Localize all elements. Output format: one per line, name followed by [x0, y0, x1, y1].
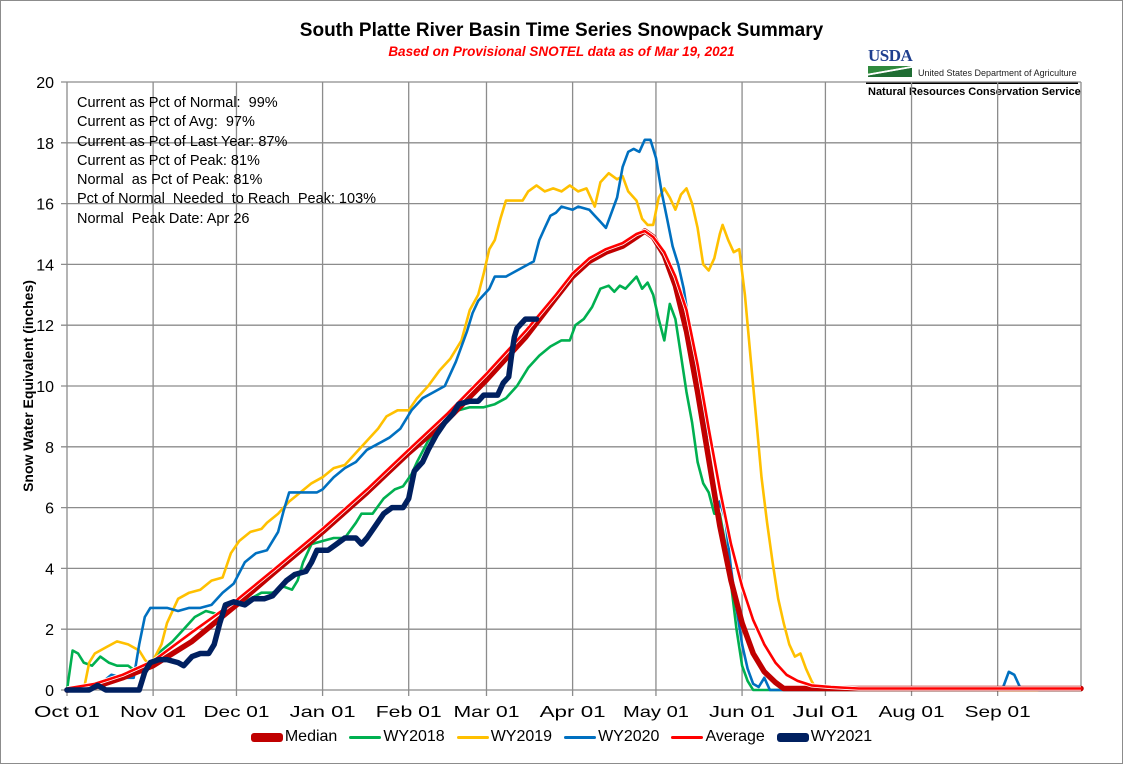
legend-swatch: [564, 735, 597, 739]
x-tick-label: Sep 01: [965, 704, 1031, 721]
grid-lines: [61, 81, 1082, 696]
series-line-wy2019: [65, 171, 1083, 692]
legend-item: WY2021: [776, 728, 873, 746]
usda-wordmark: USDA: [868, 46, 913, 65]
nrcs-name: Natural Resources Conservation Service: [868, 86, 1081, 98]
y-tick-label: 8: [45, 440, 54, 457]
series-line-wy2021: [64, 316, 540, 693]
x-tick-label: Dec 01: [203, 704, 269, 721]
y-tick-label: 6: [45, 501, 54, 518]
legend-swatch: [776, 732, 809, 742]
y-axis-ticks: 0 2 4 6 8 10 12 14 16 18 20: [36, 75, 54, 700]
y-tick-label: 4: [45, 561, 54, 578]
x-tick-label: May 01: [623, 704, 689, 721]
logo-divider: [866, 82, 1078, 84]
y-tick-label: 2: [45, 622, 54, 639]
legend-swatch: [250, 732, 283, 742]
y-tick-label: 18: [36, 136, 54, 153]
x-tick-label: Jan 01: [290, 704, 356, 721]
x-tick-label: Jun 01: [709, 704, 775, 721]
legend-label: WY2021: [810, 728, 873, 745]
chart-subtitle: Based on Provisional SNOTEL data as of M…: [388, 44, 735, 59]
y-tick-label: 10: [36, 379, 54, 396]
legend-item: Median: [250, 728, 338, 746]
usda-landscape-icon: [868, 66, 912, 77]
legend-item: WY2018: [349, 728, 445, 746]
series-line-median: [64, 228, 1084, 693]
x-tick-label: Aug 01: [879, 704, 945, 721]
chart-title: South Platte River Basin Time Series Sno…: [299, 20, 824, 41]
legend-label: WY2019: [490, 728, 553, 745]
stats-line: Current as Pct of Peak: 81%: [77, 152, 260, 169]
y-tick-label: 20: [36, 75, 54, 92]
usda-nrcs-logo: USDA United States Department of Agricul…: [862, 44, 1081, 100]
y-tick-label: 12: [36, 318, 54, 335]
stats-line: Normal as Pct of Peak: 81%: [77, 172, 263, 189]
x-axis-ticks: Oct 01 Nov 01 Dec 01 Jan 01 Feb 01 Mar 01 Apr …: [34, 704, 1031, 721]
y-tick-label: 0: [45, 683, 54, 700]
stats-line: Pct of Normal Needed to Reach Peak: 103%: [77, 191, 377, 208]
x-tick-label: Jul 01: [792, 704, 858, 721]
x-tick-label: Feb 01: [376, 704, 442, 721]
series-line-wy2020: [65, 138, 1083, 692]
legend-label: Median: [284, 728, 338, 745]
legend-swatch: [671, 735, 704, 739]
legend-label: Average: [705, 728, 765, 745]
legend-item: WY2020: [564, 728, 659, 746]
legend-item: Average: [671, 728, 765, 746]
stats-line: Current as Pct of Avg: 97%: [77, 114, 255, 131]
stats-box: Current as Pct of Normal: 99% Current as …: [77, 94, 376, 229]
legend-swatch: [349, 735, 382, 739]
stats-line: Normal Peak Date: Apr 26: [77, 210, 250, 227]
x-tick-label: Mar 01: [453, 704, 519, 721]
x-tick-label: Nov 01: [120, 704, 186, 721]
series-lines: [64, 138, 1084, 693]
usda-department-name: United States Department of Agriculture: [918, 68, 1077, 78]
y-axis-label: Snow Water Equivalent (inches): [20, 280, 36, 492]
legend-item: WY2019: [456, 728, 553, 746]
x-tick-label: Oct 01: [34, 704, 100, 721]
y-tick-label: 14: [36, 257, 54, 274]
legend-swatch: [456, 735, 489, 739]
series-line-average: [65, 229, 1083, 690]
x-tick-label: Apr 01: [540, 704, 606, 721]
stats-line: Current as Pct of Normal: 99%: [77, 95, 278, 111]
y-tick-label: 16: [36, 197, 54, 214]
stats-line: Current as Pct of Last Year: 87%: [77, 133, 288, 150]
legend: Median WY2018 WY2019 WY2020 Average WY2021: [0, 728, 1123, 746]
legend-label: WY2018: [383, 728, 445, 745]
legend-label: WY2020: [598, 728, 660, 745]
